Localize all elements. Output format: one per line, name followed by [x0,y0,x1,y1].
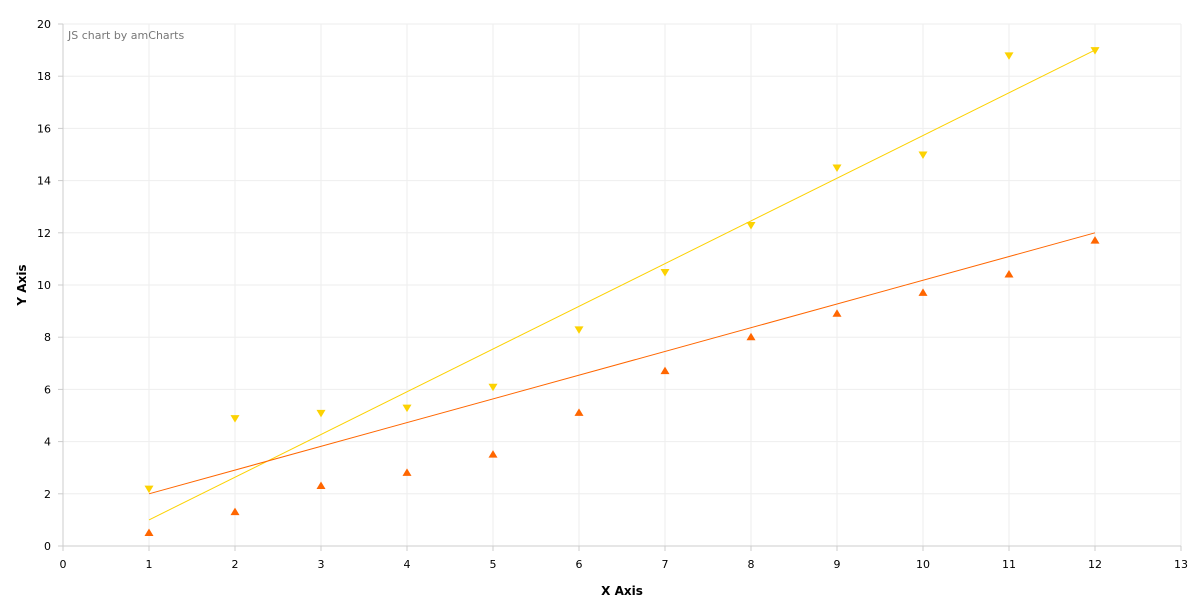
y-tick-label: 0 [44,540,51,553]
data-point-series-2[interactable] [1090,236,1100,244]
data-point-series-2[interactable] [1004,270,1014,278]
trend-lines [148,49,1096,521]
x-tick-label: 7 [662,558,669,571]
x-tick-label: 13 [1174,558,1188,571]
data-point-series-2[interactable] [402,468,412,476]
y-tick-label: 14 [37,175,51,188]
y-tick-label: 18 [37,70,51,83]
data-point-series-2[interactable] [574,408,584,416]
data-point-series-1[interactable] [660,268,670,277]
x-tick-label: 3 [318,558,325,571]
x-tick-label: 8 [748,558,755,571]
data-point-series-2[interactable] [230,507,240,516]
x-tick-label: 11 [1002,558,1016,571]
x-tick-label: 6 [576,558,583,571]
trend-line-2 [148,232,1096,495]
data-point-series-1[interactable] [230,415,240,423]
data-point-series-1[interactable] [746,221,756,230]
data-point-series-1[interactable] [144,485,154,494]
data-point-series-2[interactable] [144,528,154,536]
y-tick-label: 6 [44,383,51,396]
x-tick-label: 12 [1088,558,1102,571]
y-tick-label: 8 [44,331,51,344]
x-tick-label: 4 [404,558,411,571]
x-tick-label: 2 [232,558,239,571]
y-tick-label: 12 [37,227,51,240]
y-tick-label: 16 [37,122,51,135]
data-point-series-2[interactable] [488,450,498,458]
data-point-series-1[interactable] [574,326,584,334]
y-tick-label: 20 [37,18,51,31]
data-point-series-1[interactable] [1004,52,1014,60]
data-point-series-2[interactable] [746,332,756,341]
data-point-series-2[interactable] [832,309,842,317]
data-point-series-2[interactable] [918,288,928,296]
data-point-series-1[interactable] [1090,47,1100,55]
y-axis-title: Y Axis [15,264,29,306]
data-point-series-1[interactable] [316,409,326,418]
data-point-series-2[interactable] [316,481,326,489]
x-tick-label: 0 [60,558,67,571]
trend-line-1 [148,49,1096,521]
data-point-series-1[interactable] [402,404,412,413]
x-tick-label: 10 [916,558,930,571]
data-point-series-1[interactable] [488,383,498,392]
y-tick-label: 4 [44,436,51,449]
x-tick-label: 9 [834,558,841,571]
data-point-series-1[interactable] [832,164,842,173]
chart-credit[interactable]: JS chart by amCharts [67,29,184,42]
data-point-series-1[interactable] [918,151,928,160]
grid [62,23,1182,547]
data-point-series-2[interactable] [660,366,670,375]
y-tick-label: 2 [44,488,51,501]
y-tick-label: 10 [37,279,51,292]
x-axis-title: X Axis [601,584,643,598]
x-tick-label: 5 [490,558,497,571]
data-points [144,47,1100,536]
x-tick-label: 1 [146,558,153,571]
